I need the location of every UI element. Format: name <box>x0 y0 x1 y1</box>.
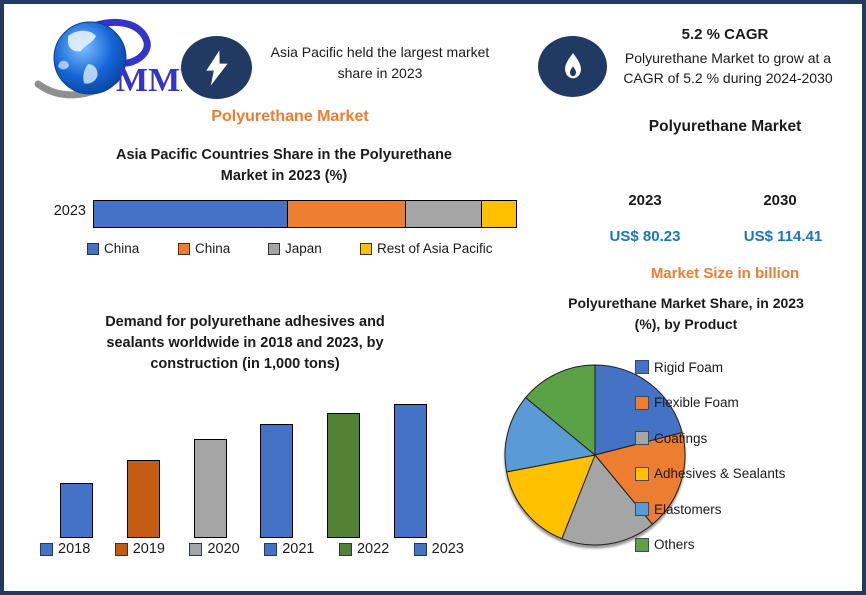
product-share-pie <box>504 364 686 546</box>
pie-legend-item: Coatings <box>635 428 850 448</box>
demand-legend-item: 2021 <box>264 541 314 557</box>
legend-label: China <box>104 241 140 256</box>
legend-label: Japan <box>285 241 322 256</box>
market-value-end: US$ 114.41 <box>743 228 823 245</box>
legend-swatch <box>635 537 649 552</box>
legend-label: 2022 <box>356 541 390 557</box>
logo-text: MMR <box>116 62 182 99</box>
legend-label: Coatings <box>654 430 708 446</box>
logo-swoosh-blue <box>80 18 151 67</box>
legend-swatch <box>178 242 190 255</box>
demand-legend-item: 2023 <box>413 541 464 557</box>
demand-bar-2018 <box>60 483 93 538</box>
demand-legend-item: 2020 <box>189 541 240 557</box>
demand-bar-2022 <box>327 413 361 538</box>
stacked-segment <box>94 201 289 227</box>
legend-label: China <box>195 241 231 256</box>
pie-slice-others <box>524 364 596 457</box>
mmr-logo: MMR <box>34 18 182 99</box>
legend-label: 2019 <box>132 541 165 557</box>
legend-label: Rigid Foam <box>654 359 724 375</box>
market-year-start: 2023 <box>628 192 662 209</box>
legend-swatch <box>87 242 99 255</box>
market-size-caption: Market Size in billion <box>650 265 800 282</box>
pie-legend-item: Flexible Foam <box>635 393 850 413</box>
legend-label: Flexible Foam <box>654 395 739 410</box>
stacked-legend-item: China <box>178 241 230 256</box>
legend-swatch <box>635 466 649 481</box>
demand-chart-legend: 2018 2019 2020 2021 2022 2023 <box>40 541 464 557</box>
product-share-legend: Rigid Foam Flexible Foam Coatings Adhesives… <box>635 357 850 570</box>
headline-asia-pacific: Asia Pacific held the largest market sha… <box>270 44 490 81</box>
legend-swatch <box>189 542 203 556</box>
stacked-legend-item: Japan <box>268 241 322 256</box>
pie-legend-item: Rigid Foam <box>635 357 850 377</box>
legend-swatch <box>635 360 649 374</box>
stacked-bar-row-label: 2023 <box>53 203 86 219</box>
demand-legend-item: 2022 <box>338 541 390 557</box>
lightning-badge <box>181 36 252 99</box>
legend-label: Adhesives & Sealants <box>654 466 786 481</box>
stacked-segment <box>288 201 407 227</box>
demand-bar-2019 <box>126 460 160 538</box>
market-value-start: US$ 80.23 <box>609 228 681 245</box>
legend-label: Elastomers <box>654 501 722 517</box>
pie-legend-item: Others <box>635 535 850 555</box>
legend-label: Rest of Asia Pacific <box>377 241 493 256</box>
legend-label: 2020 <box>207 541 240 557</box>
stacked-bar <box>93 200 517 228</box>
pie-legend-item: Adhesives & Sealants <box>635 464 850 484</box>
legend-swatch <box>268 242 280 255</box>
pie-slice-coatings <box>561 454 654 546</box>
stacked-segment <box>406 201 483 227</box>
flame-badge <box>538 36 607 97</box>
stacked-legend-item: China <box>87 241 139 256</box>
demand-chart-bars <box>30 404 470 538</box>
demand-bar-2021 <box>260 424 294 538</box>
legend-swatch <box>635 502 649 516</box>
legend-swatch <box>413 542 427 556</box>
legend-label: 2021 <box>282 541 315 557</box>
legend-label: 2018 <box>58 541 91 557</box>
pie-slice-adhesives-sealants <box>506 454 596 540</box>
apac-share-chart-title: Asia Pacific Countries Share in the Poly… <box>115 147 452 184</box>
demand-legend-item: 2018 <box>40 541 90 557</box>
stacked-segment <box>482 201 516 227</box>
flame-icon <box>564 52 581 78</box>
demand-legend-item: 2019 <box>114 541 165 557</box>
right-section-title: Polyurethane Market <box>648 118 802 135</box>
cagr-title: 5.2 % CAGR <box>681 26 769 43</box>
legend-swatch <box>360 242 372 255</box>
left-section-title: Polyurethane Market <box>211 108 369 125</box>
pie-legend-item: Elastomers <box>635 499 850 519</box>
legend-swatch <box>114 542 128 556</box>
legend-swatch <box>338 542 352 556</box>
demand-chart-title: Demand for polyurethane adhesives and se… <box>105 314 385 372</box>
market-year-end: 2030 <box>763 192 797 209</box>
product-share-chart-title: Polyurethane Market Share, in 2023 (%), … <box>568 295 804 332</box>
legend-swatch <box>40 542 53 556</box>
legend-swatch <box>635 395 649 410</box>
pie-slice-rigid-foam <box>594 364 683 456</box>
stacked-bar-legend: China China Japan Rest of Asia Pacific <box>4 241 544 261</box>
stacked-legend-item: Rest of Asia Pacific <box>360 241 493 256</box>
legend-label: Others <box>654 537 695 552</box>
legend-swatch <box>635 431 649 445</box>
lightning-bolt-icon <box>205 50 228 85</box>
legend-label: 2023 <box>431 541 464 557</box>
demand-bar-2020 <box>193 439 227 538</box>
legend-swatch <box>264 542 278 556</box>
demand-bar-2023 <box>394 404 427 538</box>
pie-slice-elastomers <box>504 396 597 473</box>
cagr-text: Polyurethane Market to grow at a CAGR of… <box>623 50 833 86</box>
